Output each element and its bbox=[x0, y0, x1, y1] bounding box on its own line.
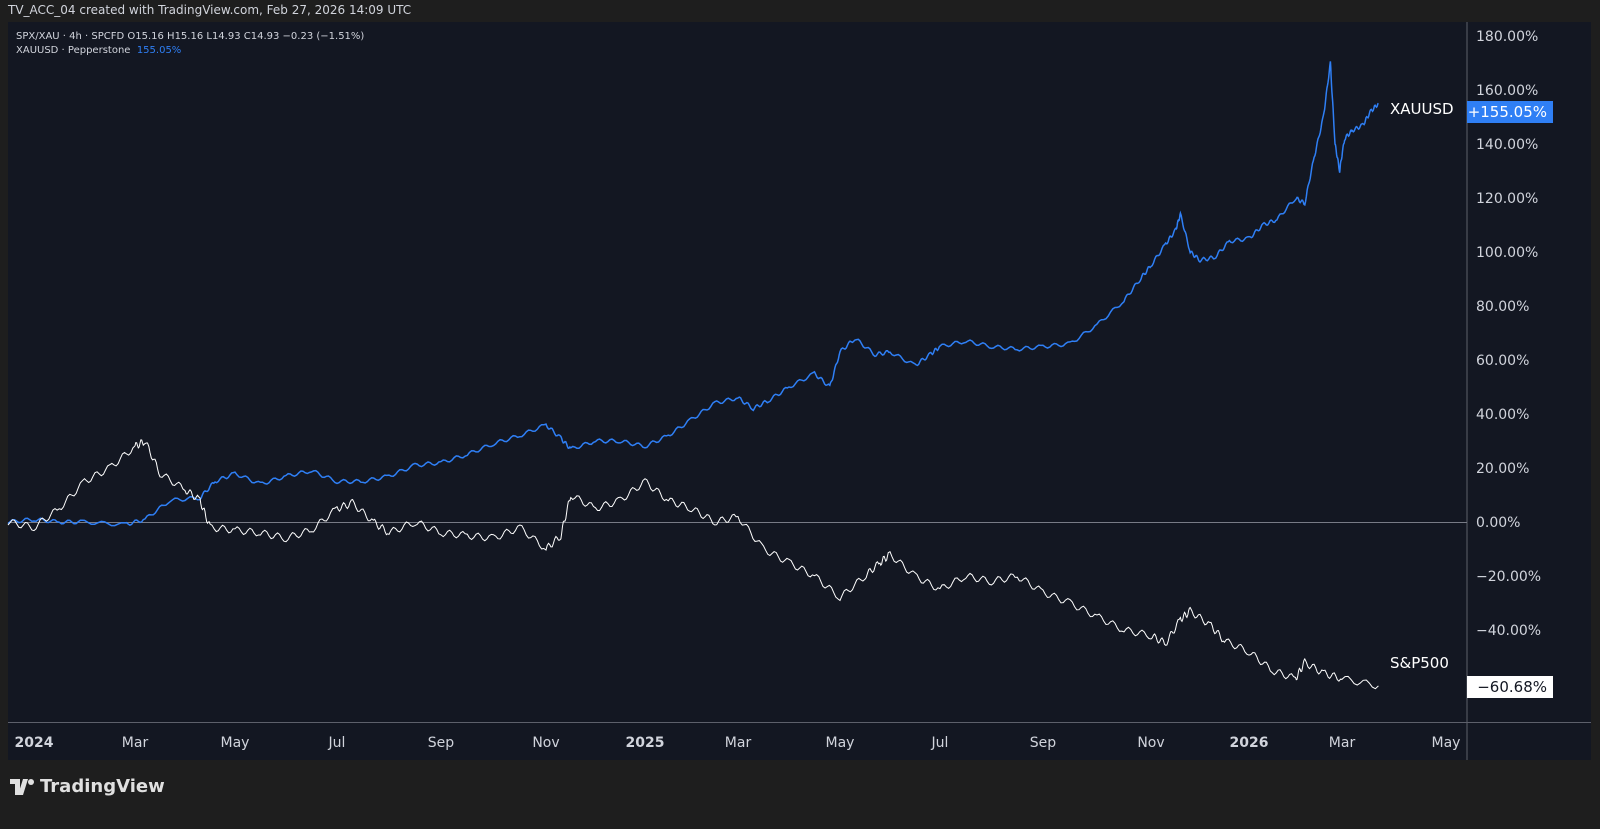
y-tick-label: 140.00% bbox=[1476, 137, 1538, 153]
legend-compare-series: XAUUSD · Pepperstone 155.05% bbox=[16, 44, 364, 58]
last-value-text: +155.05% bbox=[1468, 103, 1547, 121]
x-tick-label: Nov bbox=[532, 735, 559, 751]
series-label: S&P500 bbox=[1390, 654, 1449, 672]
legend-main-series: SPX/XAU · 4h · SPCFD O15.16 H15.16 L14.9… bbox=[16, 31, 365, 42]
x-tick-label: May bbox=[221, 735, 250, 751]
x-tick-label: 2026 bbox=[1230, 735, 1269, 751]
legend-compare-value: 155.05% bbox=[136, 45, 182, 56]
chart-header: TV_ACC_04 created with TradingView.com, … bbox=[8, 3, 412, 17]
x-tick-label: May bbox=[826, 735, 855, 751]
last-value-text: −60.68% bbox=[1477, 678, 1547, 696]
y-tick-label: 120.00% bbox=[1476, 191, 1538, 207]
x-tick-label: Mar bbox=[122, 735, 149, 751]
y-tick-label: −20.00% bbox=[1476, 569, 1541, 585]
y-tick-label: 180.00% bbox=[1476, 29, 1538, 45]
y-tick-label: 160.00% bbox=[1476, 83, 1538, 99]
y-tick-label: 60.00% bbox=[1476, 353, 1529, 369]
series-label: XAUUSD bbox=[1390, 100, 1454, 118]
y-tick-label: 0.00% bbox=[1476, 515, 1520, 531]
y-tick-label: 100.00% bbox=[1476, 245, 1538, 261]
x-tick-label: 2025 bbox=[626, 735, 665, 751]
y-tick-label: −40.00% bbox=[1476, 623, 1541, 639]
legend: SPX/XAU · 4h · SPCFD O15.16 H15.16 L14.9… bbox=[16, 30, 364, 58]
y-tick-label: 20.00% bbox=[1476, 461, 1529, 477]
tradingview-logo-icon bbox=[10, 778, 34, 795]
x-tick-label: Sep bbox=[428, 735, 455, 751]
x-tick-label: 2024 bbox=[15, 735, 54, 751]
tradingview-logo[interactable]: TradingView bbox=[10, 776, 165, 797]
x-tick-label: Jul bbox=[328, 735, 346, 751]
y-tick-label: 80.00% bbox=[1476, 299, 1529, 315]
x-tick-label: Jul bbox=[931, 735, 949, 751]
series-line-sp500 bbox=[7, 439, 1379, 690]
x-tick-label: May bbox=[1432, 735, 1461, 751]
brand-name: TradingView bbox=[40, 776, 165, 797]
x-tick-label: Sep bbox=[1030, 735, 1057, 751]
series-line-xauusd bbox=[7, 61, 1379, 527]
x-tick-label: Nov bbox=[1137, 735, 1164, 751]
x-tick-label: Mar bbox=[725, 735, 752, 751]
last-value-badge bbox=[1467, 676, 1553, 698]
legend-compare-name: XAUUSD · Pepperstone bbox=[16, 45, 131, 56]
last-value-badge bbox=[1467, 101, 1553, 123]
y-tick-label: 40.00% bbox=[1476, 407, 1529, 423]
x-tick-label: Mar bbox=[1329, 735, 1356, 751]
chart-panel[interactable] bbox=[8, 22, 1591, 760]
